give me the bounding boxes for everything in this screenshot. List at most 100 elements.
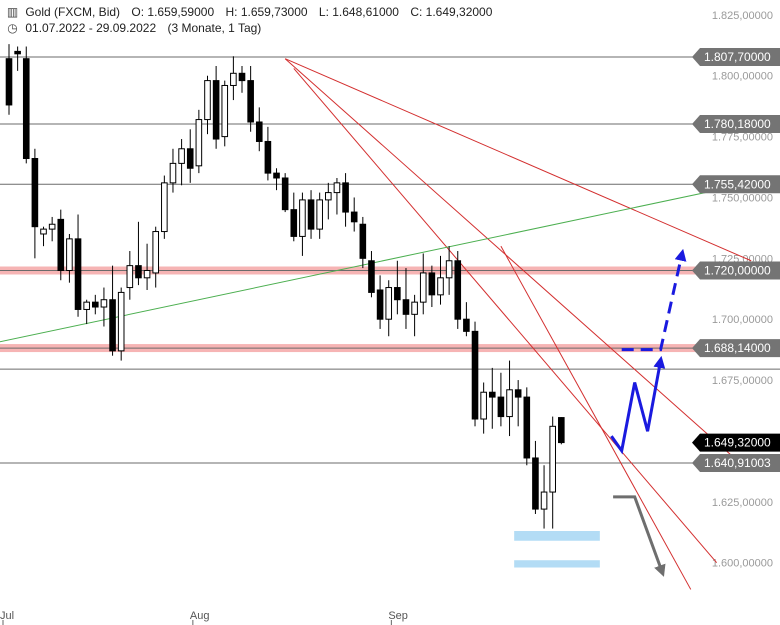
open-value: 1.659,59000 bbox=[147, 5, 215, 19]
candle-body bbox=[117, 291, 125, 352]
trendline bbox=[500, 245, 692, 590]
candle bbox=[204, 75, 211, 135]
candle bbox=[22, 46, 30, 164]
y-tick-label: 1.750,00000 bbox=[712, 192, 773, 204]
candle bbox=[126, 251, 134, 300]
candle-body bbox=[178, 148, 185, 164]
price-level-tag-bg bbox=[692, 175, 780, 194]
candle bbox=[92, 294, 99, 315]
candle bbox=[394, 260, 401, 315]
candle bbox=[480, 382, 487, 434]
candle-body bbox=[273, 172, 280, 179]
y-tick-label: 1.600,00000 bbox=[712, 558, 773, 570]
candle-body bbox=[57, 218, 65, 272]
price-level-tag-bg bbox=[692, 47, 780, 66]
low-value: 1.648,61000 bbox=[332, 5, 399, 19]
candle-body bbox=[402, 299, 410, 315]
candle bbox=[325, 182, 332, 220]
price-level-tag-text: 1.780,18000 bbox=[704, 117, 771, 131]
candle-body bbox=[506, 389, 513, 418]
candle-body bbox=[342, 182, 349, 213]
candlestick-icon: ▥ bbox=[6, 5, 19, 19]
candle bbox=[5, 44, 13, 115]
price-level-tag-text: 1.755,42000 bbox=[704, 177, 771, 191]
candle-body bbox=[488, 391, 496, 398]
candle-body bbox=[264, 140, 272, 174]
candle bbox=[506, 360, 513, 437]
candle bbox=[247, 65, 254, 132]
price-level-tag-text: 1.688,14000 bbox=[704, 341, 771, 355]
candle bbox=[359, 216, 367, 269]
chart-header-range: ◷ 01.07.2022 - 29.09.2022 (3 Monate, 1 T… bbox=[6, 21, 261, 35]
projection-arrow bbox=[621, 248, 687, 352]
candle bbox=[74, 214, 82, 317]
candle bbox=[299, 192, 306, 256]
candle-body bbox=[281, 177, 289, 211]
candle-body bbox=[255, 121, 263, 142]
candle-body bbox=[445, 260, 453, 279]
candle-body bbox=[532, 457, 539, 510]
candle bbox=[532, 440, 539, 514]
x-tick-label: Sep bbox=[388, 610, 408, 622]
trendline bbox=[284, 58, 752, 262]
candle-body bbox=[40, 228, 47, 235]
candle bbox=[281, 173, 289, 213]
price-level-tag: 1.720,00000 bbox=[692, 261, 780, 280]
candle-body bbox=[325, 192, 332, 201]
y-tick-label: 1.775,00000 bbox=[712, 132, 773, 144]
candle-body bbox=[109, 299, 116, 352]
candle bbox=[463, 302, 470, 337]
candle-body bbox=[152, 231, 160, 274]
close-value: 1.649,32000 bbox=[425, 5, 493, 19]
candle bbox=[14, 46, 21, 71]
candle-body bbox=[66, 238, 73, 272]
candle bbox=[161, 175, 168, 239]
candle bbox=[316, 192, 323, 239]
price-level-tag: 1.688,14000 bbox=[692, 339, 780, 358]
candle bbox=[273, 168, 280, 191]
candle bbox=[411, 294, 418, 337]
y-tick-label: 1.825,00000 bbox=[712, 10, 773, 22]
price-level-tag-bg bbox=[692, 454, 780, 473]
y-tick-label: 1.625,00000 bbox=[712, 497, 773, 509]
candle bbox=[31, 148, 39, 259]
projection-arrow bbox=[613, 495, 666, 577]
candle-body bbox=[359, 223, 367, 259]
candle bbox=[333, 177, 341, 215]
candle-body bbox=[169, 162, 177, 184]
candle bbox=[290, 192, 298, 242]
candle-body bbox=[437, 277, 444, 296]
candle-body bbox=[385, 287, 393, 320]
candle bbox=[445, 246, 453, 295]
candle bbox=[523, 387, 531, 466]
candle bbox=[212, 65, 220, 149]
candle bbox=[40, 226, 47, 247]
price-level-tag-text: 1.640,91003 bbox=[704, 456, 771, 470]
candle-body bbox=[497, 396, 505, 418]
x-tick-label: Jul bbox=[0, 610, 14, 622]
price-level-tag: 1.807,70000 bbox=[692, 47, 780, 66]
candle bbox=[514, 380, 522, 427]
trendline bbox=[284, 58, 743, 466]
candle bbox=[57, 209, 65, 281]
candle bbox=[66, 233, 73, 283]
price-level-tag: 1.640,91003 bbox=[692, 454, 780, 473]
candle-body bbox=[333, 182, 341, 194]
candle-body bbox=[428, 272, 436, 296]
current-price-tag-bg bbox=[692, 433, 780, 452]
current-price-tag-text: 1.649,32000 bbox=[704, 436, 771, 450]
candle-body bbox=[480, 391, 487, 420]
candle bbox=[186, 129, 194, 183]
candle bbox=[169, 148, 177, 193]
candle bbox=[368, 251, 375, 298]
y-tick-label: 1.675,00000 bbox=[712, 375, 773, 387]
current-price-tag: 1.649,32000 bbox=[692, 433, 780, 452]
candle-body bbox=[74, 238, 82, 310]
chart-header-ohlc: ▥ Gold (FXCM, Bid) O: 1.659,59000 H: 1.6… bbox=[6, 5, 493, 19]
candle-body bbox=[394, 287, 401, 301]
candle bbox=[117, 287, 125, 361]
candle bbox=[307, 190, 315, 239]
candle bbox=[428, 265, 436, 308]
candle-body bbox=[376, 289, 384, 320]
